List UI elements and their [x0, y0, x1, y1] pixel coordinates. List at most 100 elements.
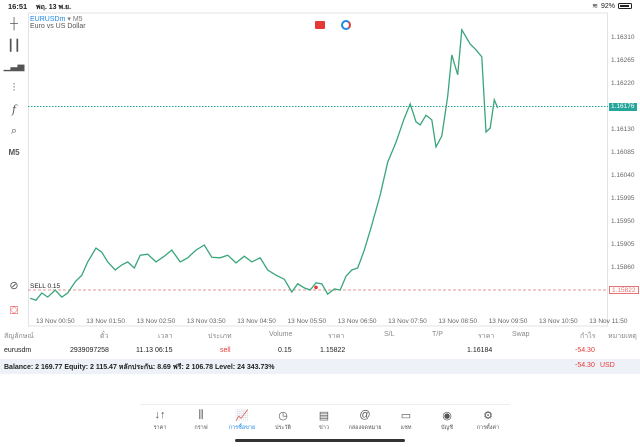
positions-header: สัญลักษณ์ ตั๋ว เวลา ประเภท Volume ราคา S… [0, 329, 640, 341]
col-comment: หมายเหตุ [608, 333, 637, 340]
x-tick-label: 13 Nov 01:50 [86, 318, 125, 325]
col-time: เวลา [158, 333, 173, 340]
nav-chat[interactable]: ▭ แชท [386, 409, 426, 432]
function-icon[interactable]: f [11, 102, 17, 116]
nav-charts[interactable]: ⫼ กราฟ [181, 409, 221, 432]
battery-icon [618, 3, 632, 9]
balance-summary: Balance: 2 169.77 Equity: 2 115.47 หลักป… [4, 364, 275, 371]
y-tick-label: 1.16085 [611, 149, 635, 156]
nav-label: ประวัติ [274, 425, 292, 431]
nav-quotes[interactable]: ↓↑ ราคา [140, 409, 180, 432]
x-tick-label: 13 Nov 00:50 [36, 318, 75, 325]
x-tick-label: 13 Nov 07:50 [388, 318, 427, 325]
chart-symbol: EURUSDm ▾ M5 [30, 16, 83, 23]
currency: USD [600, 362, 615, 369]
nav-trade[interactable]: 📈 การซื้อขาย [222, 409, 262, 432]
battery-percent: 92% [600, 2, 615, 10]
total-profit: -54.30 [575, 362, 595, 369]
status-time: 16:51 [8, 2, 28, 11]
current-price-tag: 1.16176 [609, 103, 637, 111]
zoom-chart-icon[interactable]: ⊘ [9, 279, 19, 292]
y-tick-label: 1.15860 [611, 264, 635, 271]
trade-icon: 📈 [235, 410, 249, 422]
trade-panel-icon[interactable] [315, 21, 325, 29]
nav-news[interactable]: ▤ ข่าว [304, 409, 344, 432]
settings-sliders-icon[interactable]: ⫶ [12, 81, 16, 94]
chart-plot [28, 12, 608, 327]
row-volume: 0.15 [278, 347, 292, 354]
col-swap: Swap [512, 331, 530, 338]
nav-label: ข่าว [319, 425, 329, 431]
sell-entry-marker [314, 285, 318, 290]
y-tick-label: 1.15950 [611, 218, 635, 225]
quotes-icon: ↓↑ [154, 409, 166, 421]
wifi-icon: ≋ [592, 3, 598, 10]
x-tick-label: 13 Nov 05:50 [287, 318, 327, 325]
row-ticket: 2939097258 [70, 347, 109, 354]
nav-account[interactable]: ◉ บัญชี [427, 409, 467, 432]
y-tick-label: 1.15995 [611, 195, 635, 202]
col-sl: S/L [384, 331, 395, 338]
nav-label: ราคา [153, 425, 167, 431]
y-tick-label: 1.16220 [611, 80, 635, 87]
nav-history[interactable]: ◷ ประวัติ [263, 409, 303, 432]
home-indicator [235, 439, 405, 442]
balance-bar: Balance: 2 169.77 Equity: 2 115.47 หลักป… [0, 359, 640, 374]
charts-icon: ⫼ [198, 409, 204, 421]
y-tick-label: 1.16040 [611, 172, 635, 179]
indicators-icon[interactable]: ▁▃▅ [3, 60, 25, 71]
x-tick-label: 13 Nov 06:50 [337, 318, 377, 325]
nav-label: กล่องจดหมาย [348, 425, 382, 431]
col-price: ราคา [328, 333, 345, 340]
row-time: 11.13 06:15 [136, 347, 173, 354]
col-type: ประเภท [208, 333, 232, 340]
x-tick-label: 13 Nov 09:50 [488, 318, 528, 325]
nav-settings[interactable]: ⚙ การตั้งค่า [468, 409, 508, 432]
row-open-price: 1.15822 [320, 347, 346, 354]
y-tick-label: 1.16130 [611, 126, 635, 133]
row-current-price: 1.16184 [467, 347, 493, 354]
nav-label: แชท [400, 425, 412, 431]
signal-icon[interactable] [341, 20, 351, 30]
table-row[interactable]: eurusdm 2939097258 11.13 06:15 sell 0.15… [0, 345, 640, 357]
chat-icon: ▭ [400, 410, 412, 422]
x-tick-label: 13 Nov 02:50 [136, 318, 176, 325]
timeframe-button[interactable]: M5 [8, 147, 20, 157]
col-ticket: ตั๋ว [100, 333, 109, 340]
x-tick-label: 13 Nov 10:50 [539, 318, 578, 325]
sell-price-tag: 1.15822 [609, 286, 639, 294]
x-tick-label: 13 Nov 08:50 [438, 318, 478, 325]
y-tick-label: 1.16310 [611, 34, 635, 41]
nav-mailbox[interactable]: @ กล่องจดหมาย [345, 409, 385, 432]
col-profit: กำไร [580, 333, 596, 340]
news-icon: ▤ [318, 410, 330, 422]
nav-label: บัญชี [441, 425, 453, 431]
nav-label: กราฟ [194, 425, 208, 431]
nav-label: การซื้อขาย [228, 425, 256, 431]
crosshair-icon[interactable]: ┼ [10, 18, 18, 30]
account-icon: ◉ [442, 410, 452, 422]
status-indicators: ≋ 92% [592, 2, 632, 10]
chart-type-icon[interactable]: ┃┃ [7, 39, 21, 52]
x-tick-label: 13 Nov 04:50 [237, 318, 276, 325]
settings-icon: ⚙ [483, 410, 493, 422]
history-icon: ◷ [278, 410, 288, 422]
one-click-trading-icon[interactable]: ⛋ [9, 304, 19, 317]
nav-label: การตั้งค่า [476, 425, 500, 431]
bottom-nav: ↓↑ ราคา ⫼ กราฟ 📈 การซื้อขาย ◷ ประวัติ ▤ ข่าว @ กล่อ… [140, 404, 510, 434]
sell-position-label[interactable]: SELL 0.15 [30, 283, 61, 290]
status-date: พฤ. 13 พ.ย. [36, 4, 72, 11]
col-tp: T/P [432, 331, 443, 338]
y-tick-label: 1.16265 [611, 57, 635, 64]
row-symbol: eurusdm [4, 347, 32, 354]
col-current-price: ราคา [478, 333, 495, 340]
mailbox-icon: @ [359, 409, 371, 421]
chart-description: Euro vs US Dollar [30, 23, 86, 30]
objects-icon[interactable]: ⌕ [10, 124, 18, 137]
x-tick-label: 13 Nov 11:50 [589, 318, 628, 325]
x-tick-label: 13 Nov 03:50 [186, 318, 226, 325]
row-profit: -54.30 [575, 347, 595, 354]
col-symbol: สัญลักษณ์ [4, 333, 34, 340]
price-line [29, 27, 499, 301]
price-chart[interactable] [28, 13, 608, 326]
